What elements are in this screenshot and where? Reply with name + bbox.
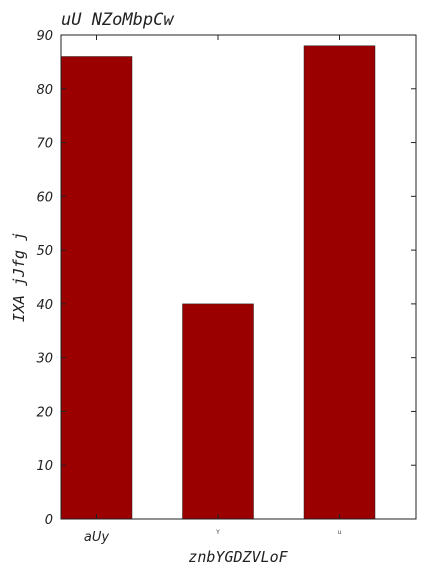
x-tick-label: u bbox=[338, 529, 342, 536]
x-tick-label: aUy bbox=[84, 530, 109, 545]
y-ticks-group: 0 10 20 30 40 50 60 70 80 90 bbox=[36, 29, 416, 528]
y-tick-label: 0 bbox=[45, 513, 53, 528]
y-tick-label: 30 bbox=[36, 352, 53, 367]
y-tick-label: 50 bbox=[36, 244, 53, 259]
y-tick-label: 70 bbox=[36, 137, 53, 152]
y-tick-label: 80 bbox=[36, 83, 53, 98]
plot-frame bbox=[60, 34, 417, 520]
bar-Y bbox=[182, 303, 254, 520]
x-tick-label: Y bbox=[215, 529, 220, 536]
y-tick-label: 10 bbox=[36, 459, 53, 474]
chart-title: uU NZoMbpCw bbox=[61, 10, 174, 30]
bars-group bbox=[60, 45, 376, 520]
x-axis-label: znbYGDZVLoF bbox=[188, 548, 288, 566]
y-tick-label: 40 bbox=[36, 298, 53, 313]
y-tick-label: 90 bbox=[36, 29, 53, 44]
bar-u bbox=[303, 45, 376, 520]
y-tick-label: 60 bbox=[36, 190, 53, 205]
y-axis-label: IXA jJfg j bbox=[10, 232, 28, 322]
bar-aUy bbox=[60, 56, 133, 520]
y-tick-label: 20 bbox=[36, 405, 53, 420]
